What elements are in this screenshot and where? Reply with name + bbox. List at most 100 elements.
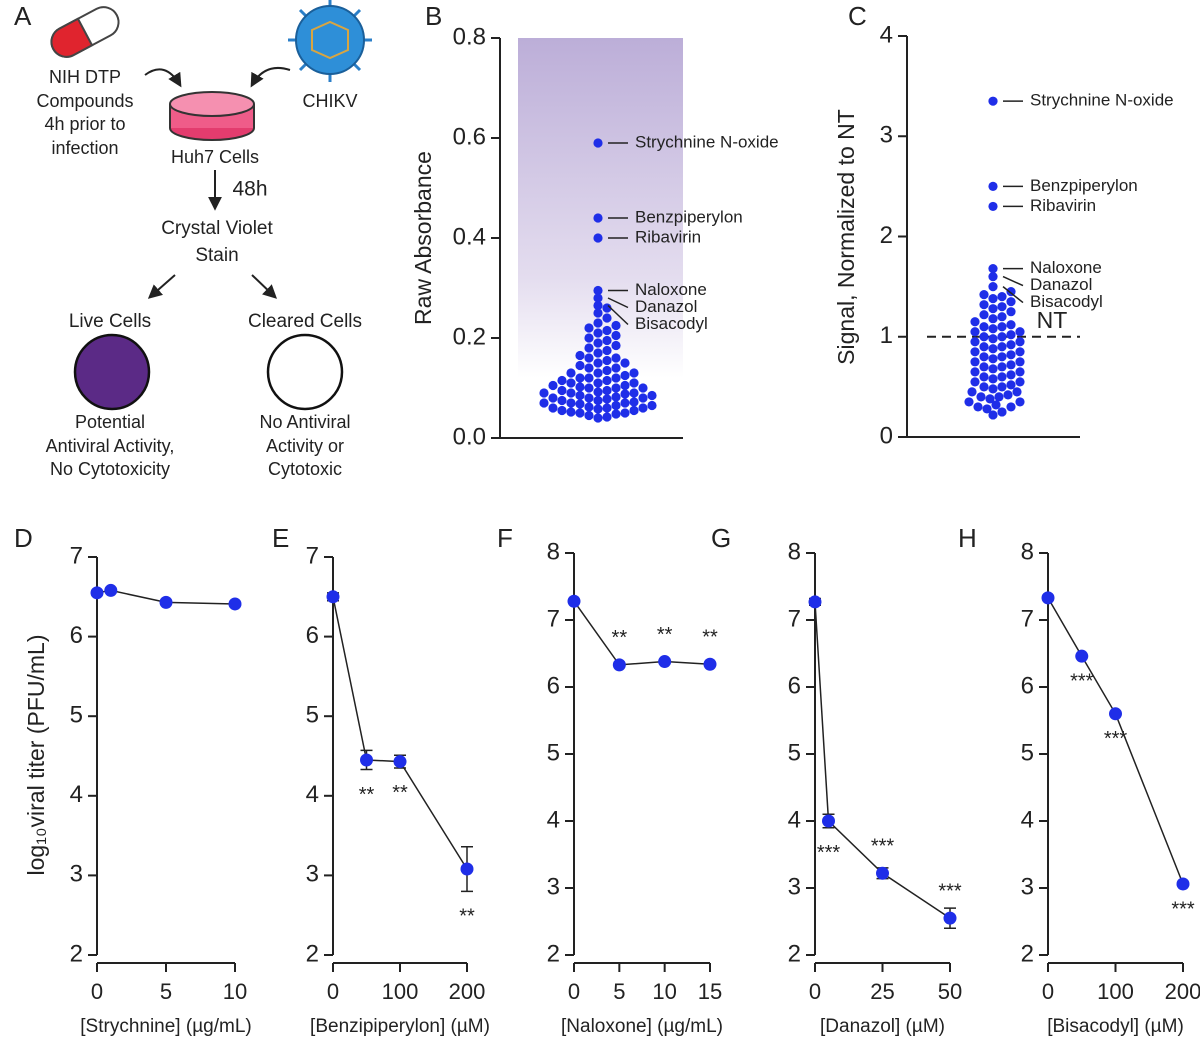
data-point — [647, 390, 657, 401]
data-point — [593, 358, 603, 368]
data-point — [557, 405, 567, 416]
data-point — [620, 358, 630, 368]
x-tick-label: 5 — [160, 979, 172, 1004]
data-point — [393, 755, 407, 769]
panel-letter: C — [848, 1, 867, 31]
data-point — [970, 377, 980, 387]
data-point — [967, 387, 977, 397]
significance-label: ** — [657, 624, 673, 646]
data-point — [703, 657, 717, 671]
label: 48h — [232, 178, 267, 201]
data-point — [593, 368, 603, 378]
data-point — [602, 303, 612, 313]
x-axis-title: [Danazol] (µM) — [820, 1016, 945, 1037]
data-point — [602, 325, 612, 336]
data-point — [1006, 380, 1016, 390]
point-label: Danazol — [635, 297, 697, 316]
leader-line — [1002, 286, 1024, 304]
labeled-point — [988, 263, 998, 274]
data-point — [566, 368, 576, 378]
data-point — [575, 390, 585, 401]
significance-label: ** — [612, 627, 628, 649]
data-point — [1075, 649, 1089, 663]
x-tick-label: 5 — [613, 979, 625, 1004]
y-tick-label: 4 — [306, 781, 319, 808]
virus-icon — [288, 0, 372, 82]
data-point — [566, 388, 576, 398]
data-point — [1015, 347, 1025, 357]
y-tick-label: 4 — [70, 781, 83, 808]
x-tick-label: 0 — [809, 979, 821, 1004]
y-tick-label: 1 — [880, 322, 893, 349]
y-tick-label: 4 — [1021, 806, 1034, 833]
data-point — [979, 342, 989, 352]
live-cells-icon — [73, 333, 151, 411]
data-point — [593, 413, 603, 423]
data-point — [997, 372, 1007, 382]
data-point — [979, 322, 989, 332]
significance-label: ** — [459, 906, 475, 928]
data-point — [876, 866, 889, 880]
labeled-point — [593, 138, 603, 148]
data-point — [973, 402, 983, 412]
data-point — [997, 302, 1007, 312]
data-point — [1015, 397, 1025, 407]
x-tick-label: 100 — [1097, 979, 1134, 1004]
panel-letter: B — [425, 1, 442, 31]
significance-label: ** — [359, 784, 375, 806]
data-point — [970, 327, 980, 337]
data-point — [970, 357, 980, 367]
data-point — [997, 312, 1007, 322]
data-point — [970, 337, 980, 347]
data-point — [584, 343, 594, 353]
x-axis-title: [Bisacodyl] (µM) — [1047, 1016, 1184, 1037]
x-tick-label: 25 — [870, 979, 894, 1004]
y-tick-label: 7 — [1021, 605, 1034, 632]
data-point — [997, 342, 1007, 352]
data-point — [557, 385, 567, 396]
data-point — [988, 294, 998, 304]
label: infection — [51, 138, 118, 158]
y-tick-label: 2 — [1021, 940, 1034, 967]
data-point — [611, 320, 621, 331]
data-point — [620, 389, 630, 399]
y-tick-label: 3 — [1021, 873, 1034, 900]
y-axis-title: log₁₀viral titer (PFU/mL) — [23, 635, 49, 876]
data-point — [104, 583, 118, 597]
data-point — [1041, 591, 1055, 605]
data-line — [573, 600, 711, 666]
data-point — [228, 597, 242, 611]
data-point — [593, 404, 603, 414]
data-point — [612, 658, 626, 672]
dish-icon — [169, 91, 255, 141]
data-point — [602, 365, 612, 376]
x-axis-title: [Naloxone] (µg/mL) — [561, 1016, 723, 1037]
y-tick-label: 3 — [788, 873, 801, 900]
data-point — [997, 322, 1007, 332]
data-point — [988, 304, 998, 314]
y-tick-label: 7 — [70, 542, 83, 569]
data-point — [997, 352, 1007, 362]
data-point — [979, 310, 989, 320]
label: 4h prior to — [44, 114, 125, 134]
data-line — [814, 601, 951, 919]
data-point — [1006, 350, 1016, 360]
data-point — [997, 332, 1007, 342]
labeled-point — [593, 300, 603, 311]
data-point — [1012, 387, 1022, 397]
data-point — [602, 345, 612, 356]
y-tick-label: 5 — [788, 739, 801, 766]
arrow — [250, 66, 291, 88]
significance-label: ** — [702, 627, 718, 649]
y-tick-label: 6 — [306, 622, 319, 649]
y-tick-label: 2 — [70, 940, 83, 967]
data-point — [979, 300, 989, 310]
y-tick-label: 0 — [880, 422, 893, 449]
y-tick-label: 3 — [306, 861, 319, 888]
data-point — [584, 353, 594, 363]
data-point — [1006, 330, 1016, 340]
data-point — [1109, 707, 1122, 721]
labeled-point — [988, 201, 998, 212]
x-axis-title: [Strychnine] (µg/mL) — [80, 1016, 251, 1037]
data-point — [988, 364, 998, 374]
